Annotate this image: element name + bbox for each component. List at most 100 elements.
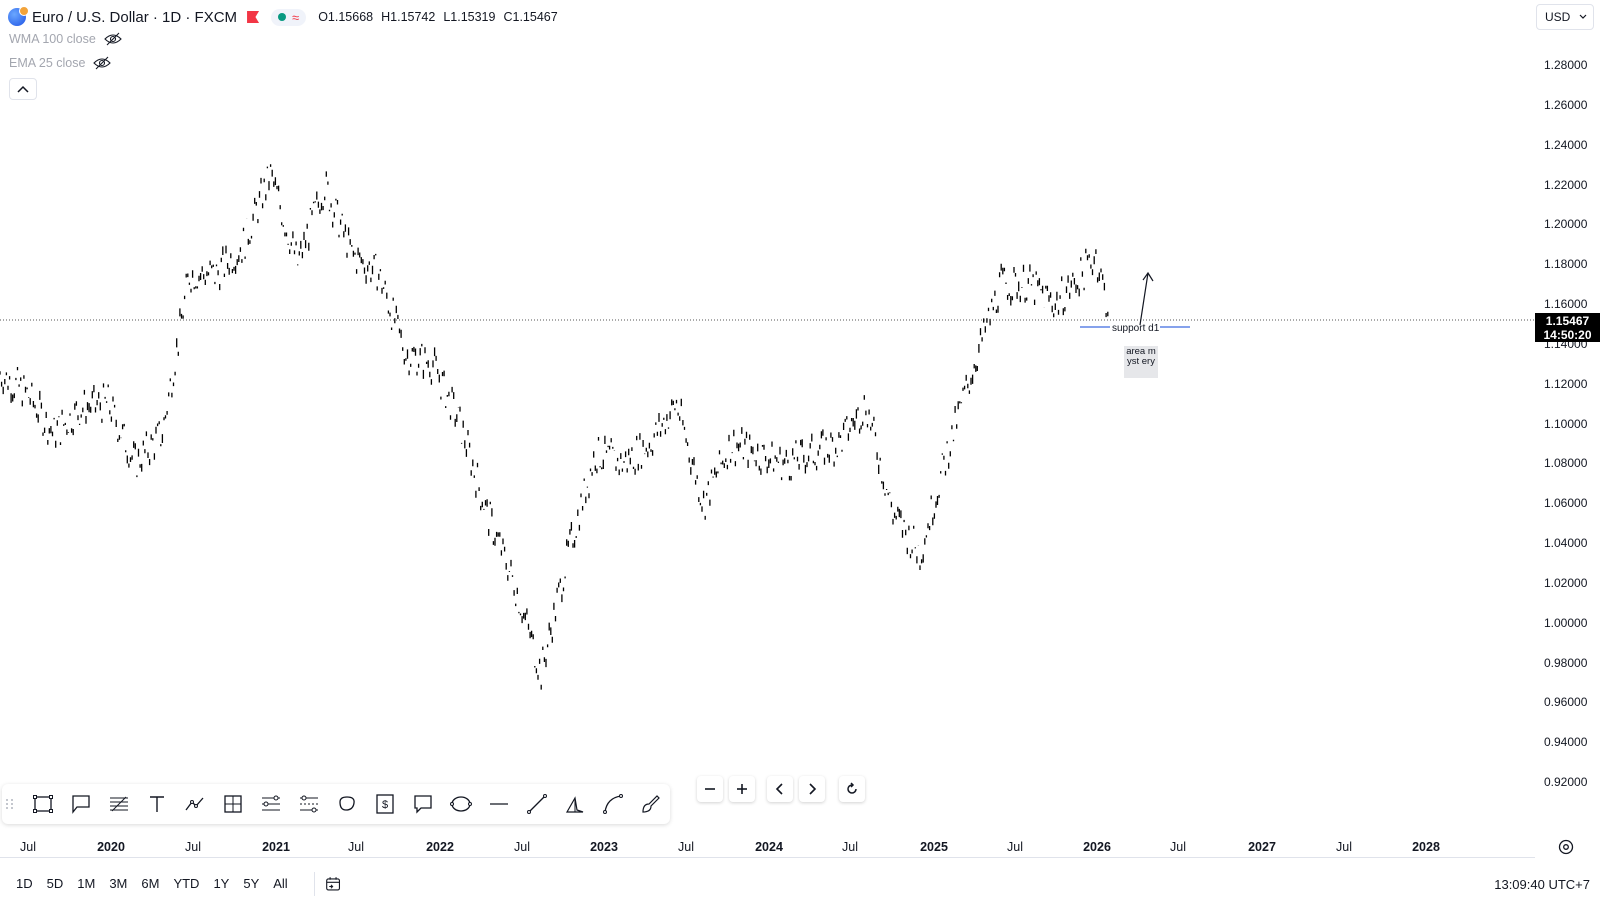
time-tick-month: Jul <box>678 840 694 854</box>
chevron-up-icon <box>17 85 29 93</box>
flag-icon[interactable] <box>247 11 260 23</box>
ohlc-h: H1.15742 <box>381 10 435 24</box>
tool-text[interactable] <box>142 789 172 819</box>
ellipse-icon <box>339 796 355 811</box>
ohlc-value: 1.15319 <box>450 10 496 24</box>
range-selector: 1D 5D 1M 3M 6M YTD 1Y 5Y All <box>10 872 294 896</box>
time-tick-year: 2028 <box>1412 840 1440 854</box>
tool-rectangle[interactable] <box>28 789 58 819</box>
price-tick: 1.06000 <box>1544 496 1588 511</box>
time-tick-year: 2027 <box>1248 840 1276 854</box>
price-tick: 1.04000 <box>1544 536 1588 550</box>
comment-icon <box>414 795 432 814</box>
text-icon <box>150 796 164 812</box>
scroll-left-button[interactable] <box>767 776 793 802</box>
price-series <box>0 164 1109 690</box>
indicator-wma[interactable]: WMA 100 close <box>9 32 122 46</box>
go-to-date-button[interactable] <box>313 872 342 896</box>
tool-price-label[interactable]: $ <box>370 789 400 819</box>
tool-brush[interactable] <box>636 789 666 819</box>
range-button-6m[interactable]: 6M <box>141 876 160 891</box>
hidden-eye-icon[interactable] <box>93 56 112 70</box>
tool-crosshair-frame[interactable] <box>218 789 248 819</box>
tool-ellipse[interactable] <box>332 789 362 819</box>
collapse-legend-button[interactable] <box>9 78 37 100</box>
time-tick-month: Jul <box>185 840 201 854</box>
long-position-icon <box>262 795 280 811</box>
svg-text:$: $ <box>382 799 388 811</box>
crosshair-frame-icon <box>224 795 242 813</box>
range-button-ytd[interactable]: YTD <box>173 876 200 891</box>
brush-icon <box>642 795 660 813</box>
scroll-right-button[interactable] <box>799 776 825 802</box>
price-chart[interactable]: support d1 <box>0 0 1535 830</box>
tool-comment[interactable] <box>408 789 438 819</box>
zoom-in-button[interactable] <box>729 776 755 802</box>
time-tick-month: Jul <box>20 840 36 854</box>
indicator-label: EMA 25 close <box>9 56 86 70</box>
ohlc-value: 1.15467 <box>512 10 558 24</box>
time-tick-year: 2023 <box>590 840 618 854</box>
time-tick-year: 2021 <box>262 840 290 854</box>
range-button-5d[interactable]: 5D <box>46 876 64 891</box>
price-tick: 0.96000 <box>1544 695 1588 710</box>
drawing-toolbar: $ <box>2 784 670 824</box>
price-tick: 1.16000 <box>1544 297 1588 311</box>
price-tick: 0.98000 <box>1544 655 1588 670</box>
callout-icon <box>72 795 90 814</box>
time-tick-month: Jul <box>514 840 530 854</box>
zoom-out-button[interactable] <box>697 776 723 802</box>
reset-chart-button[interactable] <box>839 776 865 802</box>
symbol-logo-icon[interactable] <box>8 6 29 26</box>
rectangle-icon <box>33 795 53 813</box>
market-status-pill[interactable]: ≈ <box>271 8 307 26</box>
settings-icon[interactable] <box>1557 838 1575 856</box>
ohlc-key: H <box>381 10 391 24</box>
tool-fib-retracement[interactable] <box>104 789 134 819</box>
range-button-1m[interactable]: 1M <box>77 876 96 891</box>
ohlc-value: 1.15668 <box>327 10 374 24</box>
time-axis[interactable]: Jul 2020 Jul 2021 Jul 2022 Jul 2023 Jul 2024 Jul 20… <box>0 830 1535 858</box>
symbol-title[interactable]: Euro / U.S. Dollar · 1D · FXCM <box>32 8 238 26</box>
data-delay-icon: ≈ <box>292 9 300 25</box>
clock-timezone[interactable]: 13:09:40 UTC+7 <box>1494 876 1590 892</box>
indicator-ema[interactable]: EMA 25 close <box>9 56 112 70</box>
tool-arc[interactable] <box>598 789 628 819</box>
bottom-toolbar: 1D 5D 1M 3M 6M YTD 1Y 5Y All 13:09:40 UTC+7 <box>0 868 1600 900</box>
tool-trend-line[interactable] <box>522 789 552 819</box>
ohlc-o: O1.15668 <box>318 10 373 24</box>
range-button-all[interactable]: All <box>273 876 288 891</box>
tool-curve[interactable] <box>560 789 590 819</box>
range-button-5y[interactable]: 5Y <box>243 876 260 891</box>
tool-horizontal-line[interactable] <box>484 789 514 819</box>
horizontal-line-icon <box>490 803 508 805</box>
time-tick-year: 2026 <box>1083 840 1111 854</box>
tool-long-position[interactable] <box>256 789 286 819</box>
tool-callout[interactable] <box>66 789 96 819</box>
hidden-eye-icon[interactable] <box>104 32 122 46</box>
tool-short-position[interactable] <box>294 789 324 819</box>
tool-path[interactable] <box>180 789 210 819</box>
price-axis[interactable]: 1.28000 1.26000 1.24000 1.22000 1.20000 1.180… <box>1535 0 1600 830</box>
ohlc-key: L <box>443 10 451 24</box>
price-tick: 1.26000 <box>1544 97 1588 112</box>
range-button-1d[interactable]: 1D <box>16 876 33 891</box>
drag-handle-icon[interactable] <box>6 794 16 814</box>
ohlc-value: 1.15742 <box>390 10 436 24</box>
symbol-legend: Euro / U.S. Dollar · 1D · FXCM ≈ O1.1566… <box>8 6 558 28</box>
market-open-icon <box>278 13 287 21</box>
tool-circle[interactable] <box>446 789 476 819</box>
chevron-down-icon <box>1579 14 1587 19</box>
time-tick-month: Jul <box>1170 840 1186 854</box>
ohlc-values: O1.15668 H1.15742 L1.15319 C1.15467 <box>318 10 558 24</box>
ohlc-c: C1.15467 <box>503 10 557 24</box>
time-tick-month: Jul <box>1007 840 1023 854</box>
arrow-annotation[interactable] <box>1139 271 1154 326</box>
range-button-3m[interactable]: 3M <box>109 876 128 891</box>
area-mystery-note[interactable]: area myst ery <box>1124 346 1158 378</box>
range-button-1y[interactable]: 1Y <box>213 876 230 891</box>
currency-value: USD <box>1545 10 1571 24</box>
price-tick: 0.94000 <box>1544 735 1588 750</box>
reset-icon <box>847 782 857 794</box>
currency-select[interactable]: USD <box>1536 4 1594 30</box>
